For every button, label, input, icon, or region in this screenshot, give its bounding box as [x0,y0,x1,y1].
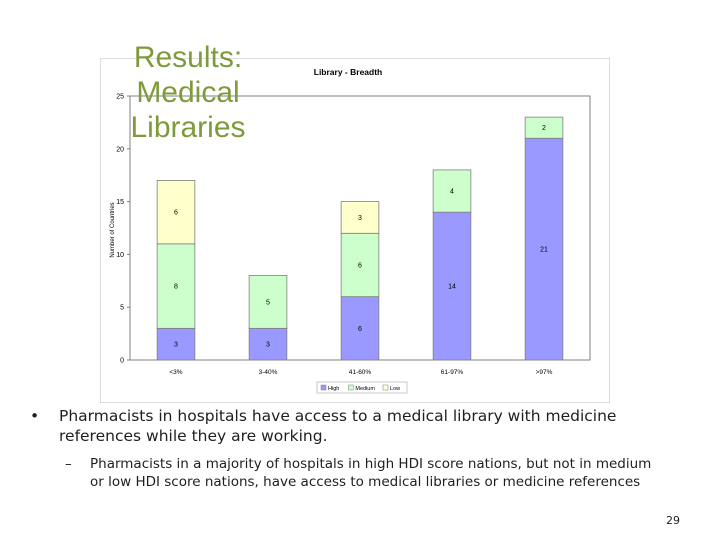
y-tick-label: 0 [120,358,124,365]
legend-swatch [382,384,389,391]
y-tick-label: 10 [116,252,124,259]
title-line: Medical [136,76,240,109]
x-tick-label: 3-40% [259,369,278,376]
legend-swatch [320,384,327,391]
data-label: 8 [174,284,178,291]
chart-svg: Library - Breadth Number of Countries 0 5… [100,58,610,403]
bar-segment [340,296,380,361]
bullet-marker: • [30,407,40,425]
data-label: 14 [448,284,456,291]
title-line: Libraries [130,111,246,144]
data-label: 5 [266,299,270,306]
bar-segment [340,232,380,298]
y-tick-label: 20 [116,146,124,153]
data-label: 6 [174,210,178,217]
data-label: 3 [174,342,178,349]
data-label: 3 [358,215,362,222]
legend-label: Low [390,386,400,392]
page-number: 29 [666,514,680,527]
y-axis-label: Number of Countries [110,202,116,257]
bar-segment [340,201,380,234]
chart-title: Library - Breadth [314,67,383,77]
x-tick-label: 61-97% [441,369,464,376]
bar-segment [524,116,564,139]
bar-segment [432,169,472,213]
title-line: Results: [133,41,243,74]
y-tick-label: 25 [116,94,124,101]
library-breadth-chart: Library - Breadth Number of Countries 0 5… [100,58,610,403]
bar-segment [524,137,564,361]
y-tick-label: 15 [116,199,124,206]
bar-segment [156,180,196,245]
bar-segment [432,211,472,361]
sub-bullet-text: Pharmacists in a majority of hospitals i… [90,456,652,490]
x-tick-label: <3% [169,369,182,376]
legend-label: High [328,386,339,392]
data-label: 3 [266,342,270,349]
data-label: 4 [450,189,454,196]
y-tick-label: 5 [120,305,124,312]
data-label: 6 [358,326,362,333]
legend-swatch [348,384,354,391]
bullet-text: Pharmacists in hospitals have access to … [59,407,617,445]
plot-area: 0 5 10 15 20 25 3 8 6 <3% 3 5 3-40% 6 6 3 41-60% 14 4 61-97… [116,94,591,376]
bar-segment [156,327,196,361]
bar-segment [248,327,288,361]
legend-label: Medium [355,386,375,392]
chart-legend: High Medium Low [316,381,408,394]
data-label: 2 [542,125,546,132]
sub-bullet-marker: – [65,456,72,472]
data-label: 21 [540,247,548,254]
x-tick-label: >97% [536,369,553,376]
x-tick-label: 41-60% [349,369,372,376]
data-label: 6 [358,262,362,269]
bar-segment [248,275,288,329]
legend-frame [316,381,408,394]
slide-title: Results: Medical Libraries [118,40,258,145]
